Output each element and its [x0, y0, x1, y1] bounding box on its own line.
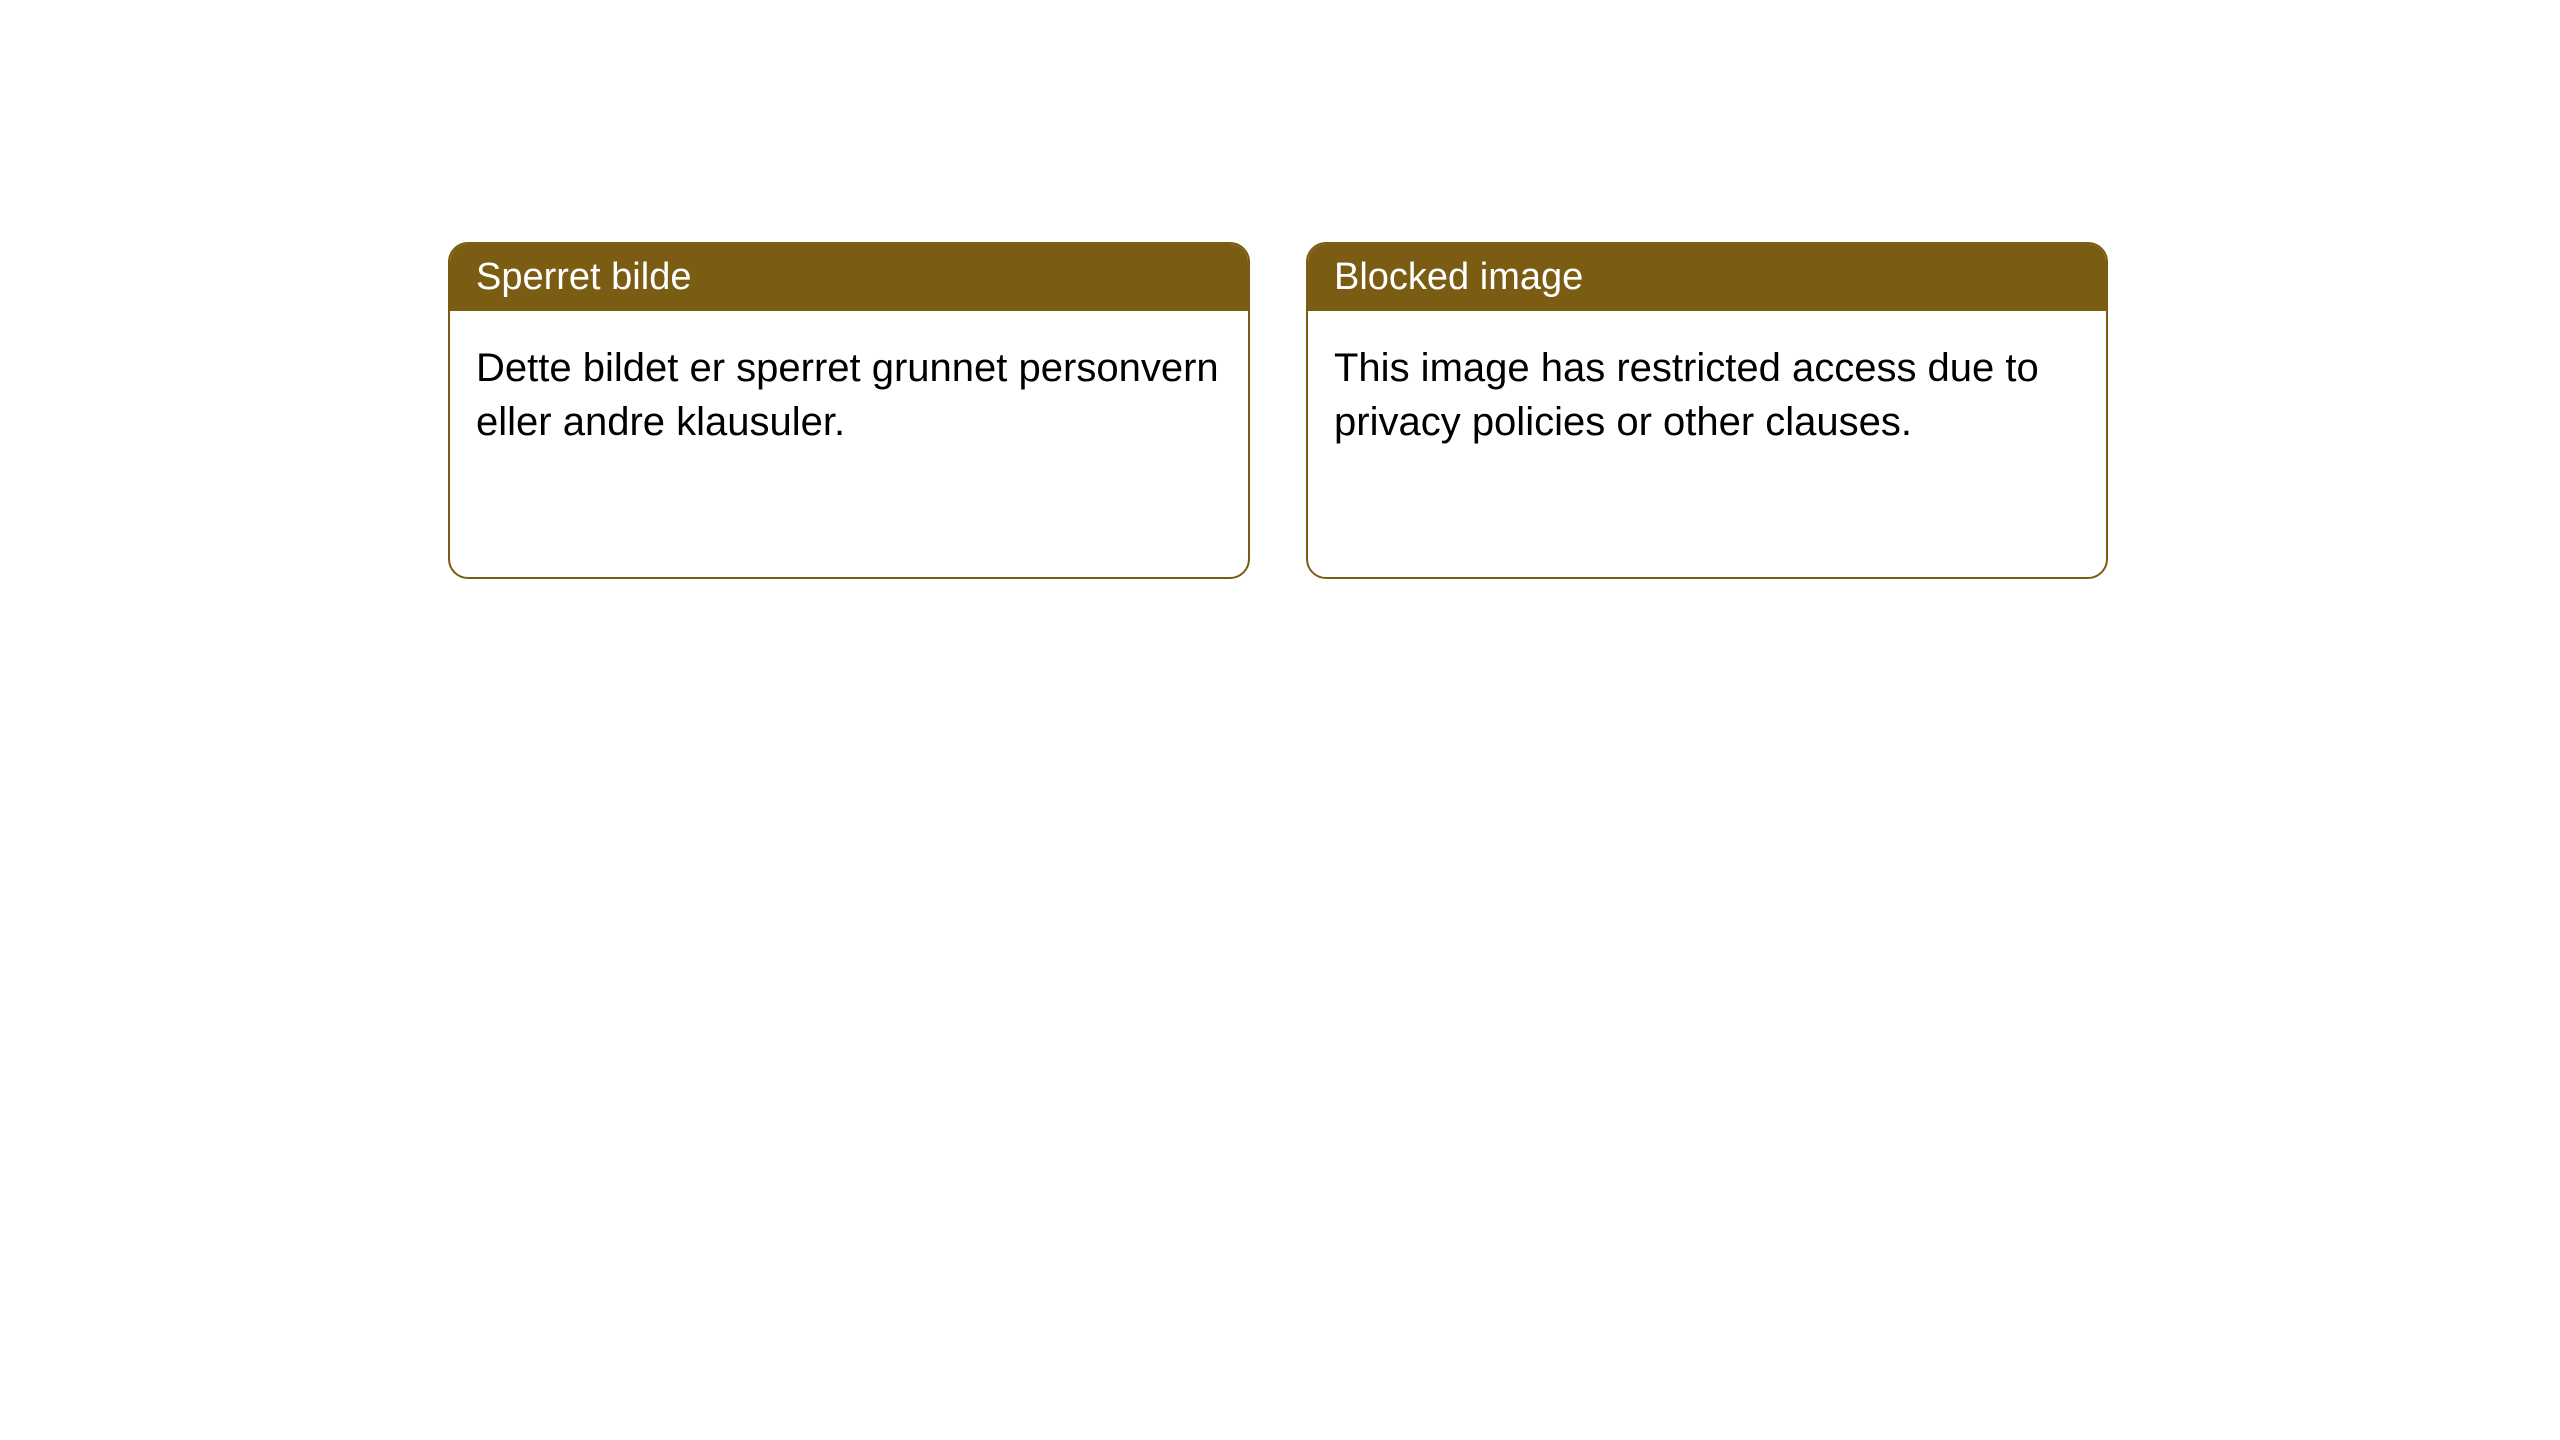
- notice-card-norwegian: Sperret bilde Dette bildet er sperret gr…: [448, 242, 1250, 579]
- notice-card-header: Blocked image: [1308, 244, 2106, 311]
- notice-card-title: Blocked image: [1334, 256, 1583, 298]
- notice-card-english: Blocked image This image has restricted …: [1306, 242, 2108, 579]
- notice-card-title: Sperret bilde: [476, 256, 691, 298]
- notice-card-message: This image has restricted access due to …: [1334, 346, 2039, 444]
- notice-card-message: Dette bildet er sperret grunnet personve…: [476, 346, 1219, 444]
- notice-card-body: Dette bildet er sperret grunnet personve…: [450, 311, 1248, 577]
- notice-card-body: This image has restricted access due to …: [1308, 311, 2106, 577]
- notice-card-header: Sperret bilde: [450, 244, 1248, 311]
- notice-cards-container: Sperret bilde Dette bildet er sperret gr…: [448, 242, 2108, 579]
